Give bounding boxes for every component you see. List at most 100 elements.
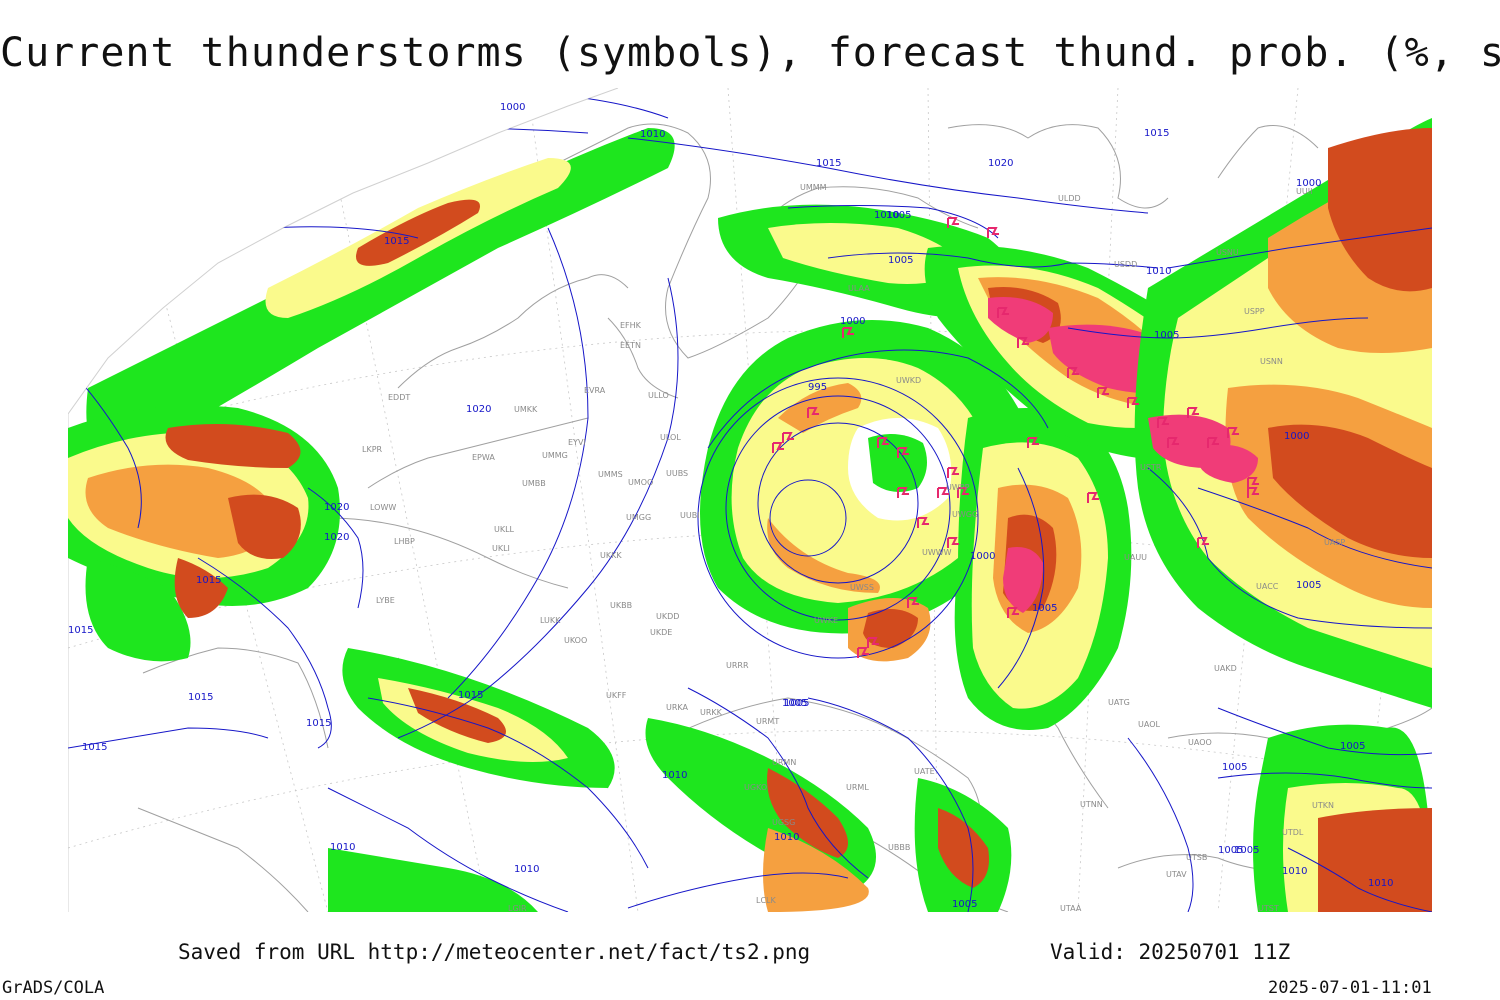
isobar-label: 1005 (1218, 845, 1243, 856)
station-label: USNN (1260, 357, 1283, 366)
isobar-label: 1010 (662, 770, 687, 781)
isobar-label: 1010 (640, 129, 665, 140)
isobar-label: 1010 (1282, 866, 1307, 877)
isobar-label: 1010 (774, 832, 799, 843)
isobar-label: 1015 (458, 690, 483, 701)
isobar-label: 1005 (1296, 580, 1321, 591)
isobar-label: 1020 (466, 404, 491, 415)
station-label: USDD (1114, 260, 1137, 269)
station-label: UKLL (494, 525, 515, 534)
isobar-label: 1020 (324, 532, 349, 543)
station-label: UMMM (800, 183, 827, 192)
station-label: URKK (700, 708, 723, 717)
isobar-label: 1015 (68, 625, 93, 636)
station-label: LOWW (370, 503, 396, 512)
station-label: EETN (620, 341, 641, 350)
station-label: UAKD (1214, 664, 1237, 673)
station-label: UWSS (850, 583, 874, 592)
station-label: EPWA (472, 453, 495, 462)
station-label: ULDD (1058, 194, 1081, 203)
station-label: UACC (1256, 582, 1279, 591)
station-label: EYVI (568, 438, 586, 447)
isobar-label: 1005 (1032, 603, 1057, 614)
station-label: UTAV (1166, 870, 1187, 879)
station-label: LYBE (376, 596, 395, 605)
station-label: UKDE (650, 628, 672, 637)
isobar-label: 1000 (1284, 431, 1309, 442)
station-label: LHBP (394, 537, 415, 546)
station-label: URMT (756, 717, 779, 726)
station-label: USPP (1244, 307, 1265, 316)
isobar-label: 1020 (324, 502, 349, 513)
station-label: UAOO (1188, 738, 1212, 747)
isobar-label: 1010 (514, 864, 539, 875)
station-label: EDDT (388, 393, 410, 402)
station-label: UMMS (598, 470, 623, 479)
station-label: UMGG (626, 513, 651, 522)
isobar-label: 1005 (784, 698, 809, 709)
station-label: URMN (772, 758, 796, 767)
station-label: ULLO (648, 391, 669, 400)
station-label: UKDD (656, 612, 679, 621)
station-label: UGSG (772, 818, 795, 827)
isobar-label: 1005 (886, 210, 911, 221)
station-label: URRR (726, 661, 749, 670)
station-label: EVRA (584, 386, 606, 395)
station-label: UUBS (666, 469, 688, 478)
isobar-label: 1005 (952, 899, 977, 910)
isobar-label: 1010 (1368, 878, 1393, 889)
isobar-label: 1005 (1222, 762, 1247, 773)
isobar-label: 995 (808, 382, 827, 393)
station-label: LUKK (540, 616, 561, 625)
isobar-label: 1010 (1146, 266, 1171, 277)
isobar-label: 1005 (1340, 741, 1365, 752)
station-label: UMBB (522, 479, 546, 488)
isobar-label: 1005 (782, 698, 807, 709)
station-label: EFHK (620, 321, 642, 330)
station-label: UKBB (610, 601, 632, 610)
isobar-label: 1000 (500, 102, 525, 113)
station-label: UAOL (1138, 720, 1160, 729)
station-label: UTAA (1060, 904, 1082, 912)
station-label: UMMG (542, 451, 568, 460)
station-label: UWPP (946, 483, 970, 492)
isobar-label: 1015 (1144, 128, 1169, 139)
station-label: UTST (1258, 904, 1279, 912)
source-url-text: Saved from URL http://meteocenter.net/fa… (178, 940, 811, 964)
station-label: UGKO (744, 783, 767, 792)
station-label: UWKE (814, 616, 838, 625)
station-label: UWKD (896, 376, 921, 385)
station-label: ULOL (660, 433, 681, 442)
valid-time-text: Valid: 20250701 11Z (1050, 940, 1291, 964)
isobar-label: 1015 (82, 742, 107, 753)
software-credit: GrADS/COLA (2, 978, 105, 998)
station-label: UTKN (1312, 801, 1334, 810)
station-label: USTR (1140, 463, 1162, 472)
station-label: UUII (1296, 187, 1312, 196)
station-label: UTSB (1186, 853, 1207, 862)
station-label: UMKK (514, 405, 538, 414)
station-label: UTNN (1080, 800, 1103, 809)
station-label: UMOO (628, 478, 653, 487)
isobar-label: 1000 (1296, 178, 1321, 189)
forecast-map: 1000 1005 1010 1015 1020 1015 1015 1020 … (68, 88, 1432, 912)
station-label: LKPR (362, 445, 383, 454)
isobar-label: 1020 (988, 158, 1013, 169)
station-label: UKFF (606, 691, 627, 700)
isobar-label: 1015 (196, 575, 221, 586)
isobar-label: 1005 (1234, 845, 1259, 856)
station-label: UTDL (1282, 828, 1304, 837)
isobar-label: 1005 (1154, 330, 1179, 341)
station-label: UATE (914, 767, 935, 776)
station-label: UWWW (922, 548, 952, 557)
station-label: UAUU (1124, 553, 1147, 562)
station-label: USNU (1216, 248, 1239, 257)
isobar-label: 1015 (816, 158, 841, 169)
station-label: UBBB (888, 843, 910, 852)
isobar-label: 1005 (888, 255, 913, 266)
station-label: UATG (1108, 698, 1130, 707)
isobar-label: 1015 (384, 236, 409, 247)
station-label: ULAA (848, 284, 870, 293)
map-title: Current thunderstorms (symbols), forecas… (0, 30, 1500, 76)
station-label: UKKK (600, 551, 622, 560)
